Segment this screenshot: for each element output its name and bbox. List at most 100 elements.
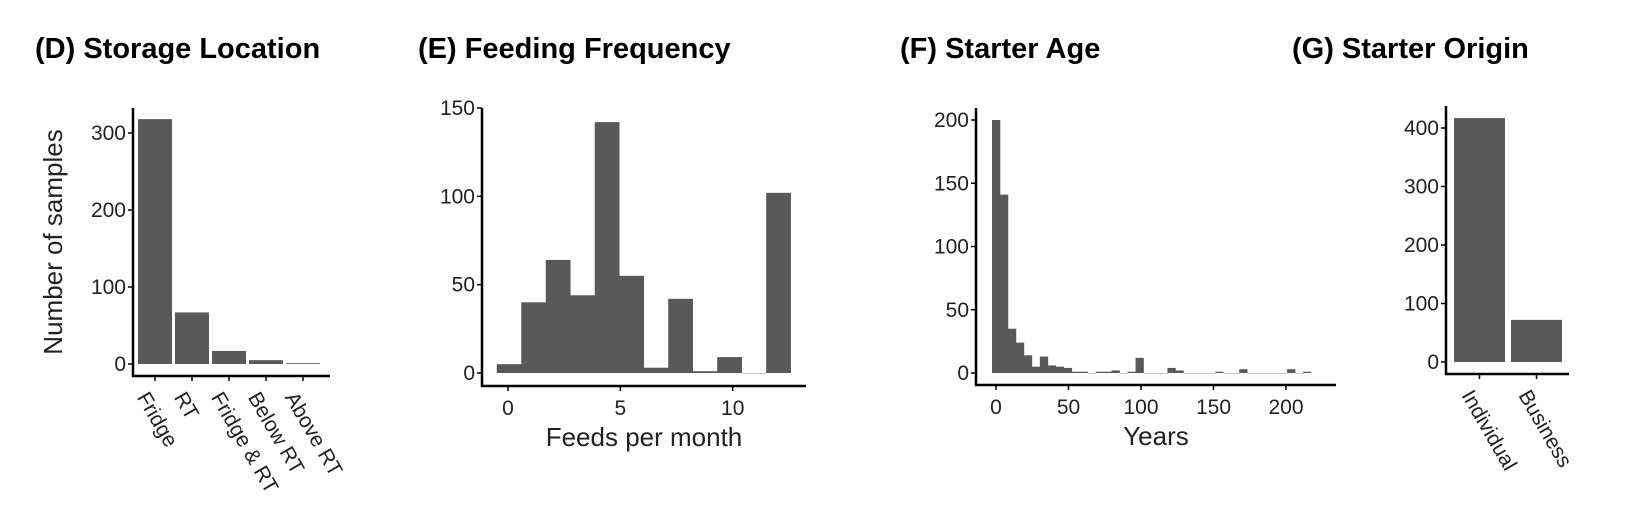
histogram-bar xyxy=(1191,373,1200,374)
bar-above-rt xyxy=(286,363,320,365)
x-tick-label: RT xyxy=(169,388,203,424)
y-tick-label: 150 xyxy=(934,172,969,195)
histogram-bar xyxy=(1047,365,1057,373)
histogram-bar xyxy=(1103,371,1112,373)
histogram-bar xyxy=(1239,369,1248,373)
x-axis-label: Years xyxy=(1123,421,1189,451)
y-tick-label: 0 xyxy=(463,362,475,385)
histogram-bar xyxy=(1271,373,1280,374)
histogram-bar xyxy=(1295,373,1304,374)
y-tick-label: 50 xyxy=(452,274,475,297)
histogram-bar xyxy=(1199,373,1208,374)
y-tick-label: 300 xyxy=(91,122,126,145)
bar-individual xyxy=(1454,118,1505,363)
histogram-bar xyxy=(1255,373,1264,374)
histogram-bar xyxy=(692,371,718,373)
histogram-bar xyxy=(1031,366,1041,373)
histogram-bar xyxy=(570,295,596,373)
histogram-bar xyxy=(1167,367,1176,373)
histogram-bar xyxy=(1039,356,1049,373)
histogram-bar xyxy=(1111,370,1120,373)
histogram-bar xyxy=(741,373,767,374)
y-tick-label: 100 xyxy=(440,185,475,208)
histogram-bar xyxy=(1151,373,1160,374)
y-tick-label: 400 xyxy=(1404,117,1439,140)
x-tick-label: 200 xyxy=(1268,396,1303,419)
x-tick-label: 150 xyxy=(1196,396,1231,419)
histogram-bar xyxy=(1095,371,1104,373)
histogram-bar xyxy=(1135,357,1144,373)
y-tick-label: 100 xyxy=(91,276,126,299)
y-axis-label: Number of samples xyxy=(38,129,68,354)
histogram-bar xyxy=(766,192,791,373)
histogram-bar xyxy=(1015,342,1025,373)
panel-F: (F) Starter Age 0 50 100 150 200 Years 0 50 100 15… xyxy=(900,33,1336,451)
histogram-bar xyxy=(1087,373,1096,374)
y-tick-label: 50 xyxy=(946,299,969,322)
x-tick-label: 50 xyxy=(1057,396,1080,419)
bar-rt xyxy=(175,312,209,364)
histogram-bar xyxy=(1079,371,1089,373)
histogram-bar xyxy=(619,275,645,373)
histogram-bar xyxy=(1175,370,1184,373)
histogram-bar xyxy=(1223,373,1232,374)
y-tick-label: 300 xyxy=(1404,176,1439,199)
y-tick-label: 150 xyxy=(440,97,475,120)
histogram-bar xyxy=(1247,373,1256,374)
x-tick-label: 5 xyxy=(615,397,627,420)
histogram-bar xyxy=(1303,371,1312,373)
histogram-bar xyxy=(594,122,620,373)
histogram-bar xyxy=(1183,373,1192,374)
histogram-bar xyxy=(496,364,522,373)
histogram-bar xyxy=(1159,373,1168,374)
panel-title: (F) Starter Age xyxy=(900,33,1100,65)
bar-business xyxy=(1511,319,1562,362)
histogram-bar xyxy=(1231,373,1240,374)
x-axis-label: Feeds per month xyxy=(546,422,743,452)
histogram-bar xyxy=(1263,373,1272,374)
x-tick-label: 0 xyxy=(502,397,514,420)
histogram-bar xyxy=(668,298,694,373)
histogram-bar xyxy=(999,194,1009,373)
panel-title: (D) Storage Location xyxy=(35,33,320,65)
y-tick-label: 0 xyxy=(957,362,969,385)
panel-title: (G) Starter Origin xyxy=(1292,33,1529,65)
histogram-bar xyxy=(1071,371,1081,373)
y-tick-label: 0 xyxy=(1427,351,1439,374)
x-tick-label: 10 xyxy=(721,397,744,420)
x-tick-label: Business xyxy=(1514,386,1577,471)
histogram-bar xyxy=(1279,373,1288,374)
histogram-bar xyxy=(1215,371,1224,373)
x-tick-label: Individual xyxy=(1457,386,1521,474)
histogram-bar xyxy=(643,367,669,373)
bar-fridge xyxy=(138,119,172,364)
panel-title: (E) Feeding Frequency xyxy=(418,33,731,65)
y-tick-label: 100 xyxy=(1404,293,1439,316)
y-tick-label: 100 xyxy=(934,236,969,259)
bar-fridge-rt xyxy=(212,350,246,364)
histogram-bar xyxy=(1207,373,1216,374)
histogram-bar xyxy=(992,120,1001,373)
y-tick-label: 200 xyxy=(91,199,126,222)
x-tick-label: 100 xyxy=(1123,396,1158,419)
histogram-bar xyxy=(1007,328,1017,373)
y-tick-label: 0 xyxy=(114,353,126,376)
histogram-bar xyxy=(1287,369,1296,373)
histogram-bar xyxy=(545,259,571,373)
histogram-bar xyxy=(1055,366,1065,373)
histogram-bar xyxy=(717,357,742,373)
histogram-bar xyxy=(1063,367,1073,373)
histogram-bar xyxy=(1143,373,1152,374)
y-tick-label: 200 xyxy=(934,109,969,132)
histogram-bar xyxy=(1127,371,1136,373)
histogram-bar xyxy=(1119,373,1128,374)
y-tick-label: 200 xyxy=(1404,234,1439,257)
histogram-bar xyxy=(1023,355,1033,373)
bar-below-rt xyxy=(249,360,283,364)
x-tick-label: 0 xyxy=(990,396,1002,419)
histogram-bar xyxy=(521,302,547,373)
